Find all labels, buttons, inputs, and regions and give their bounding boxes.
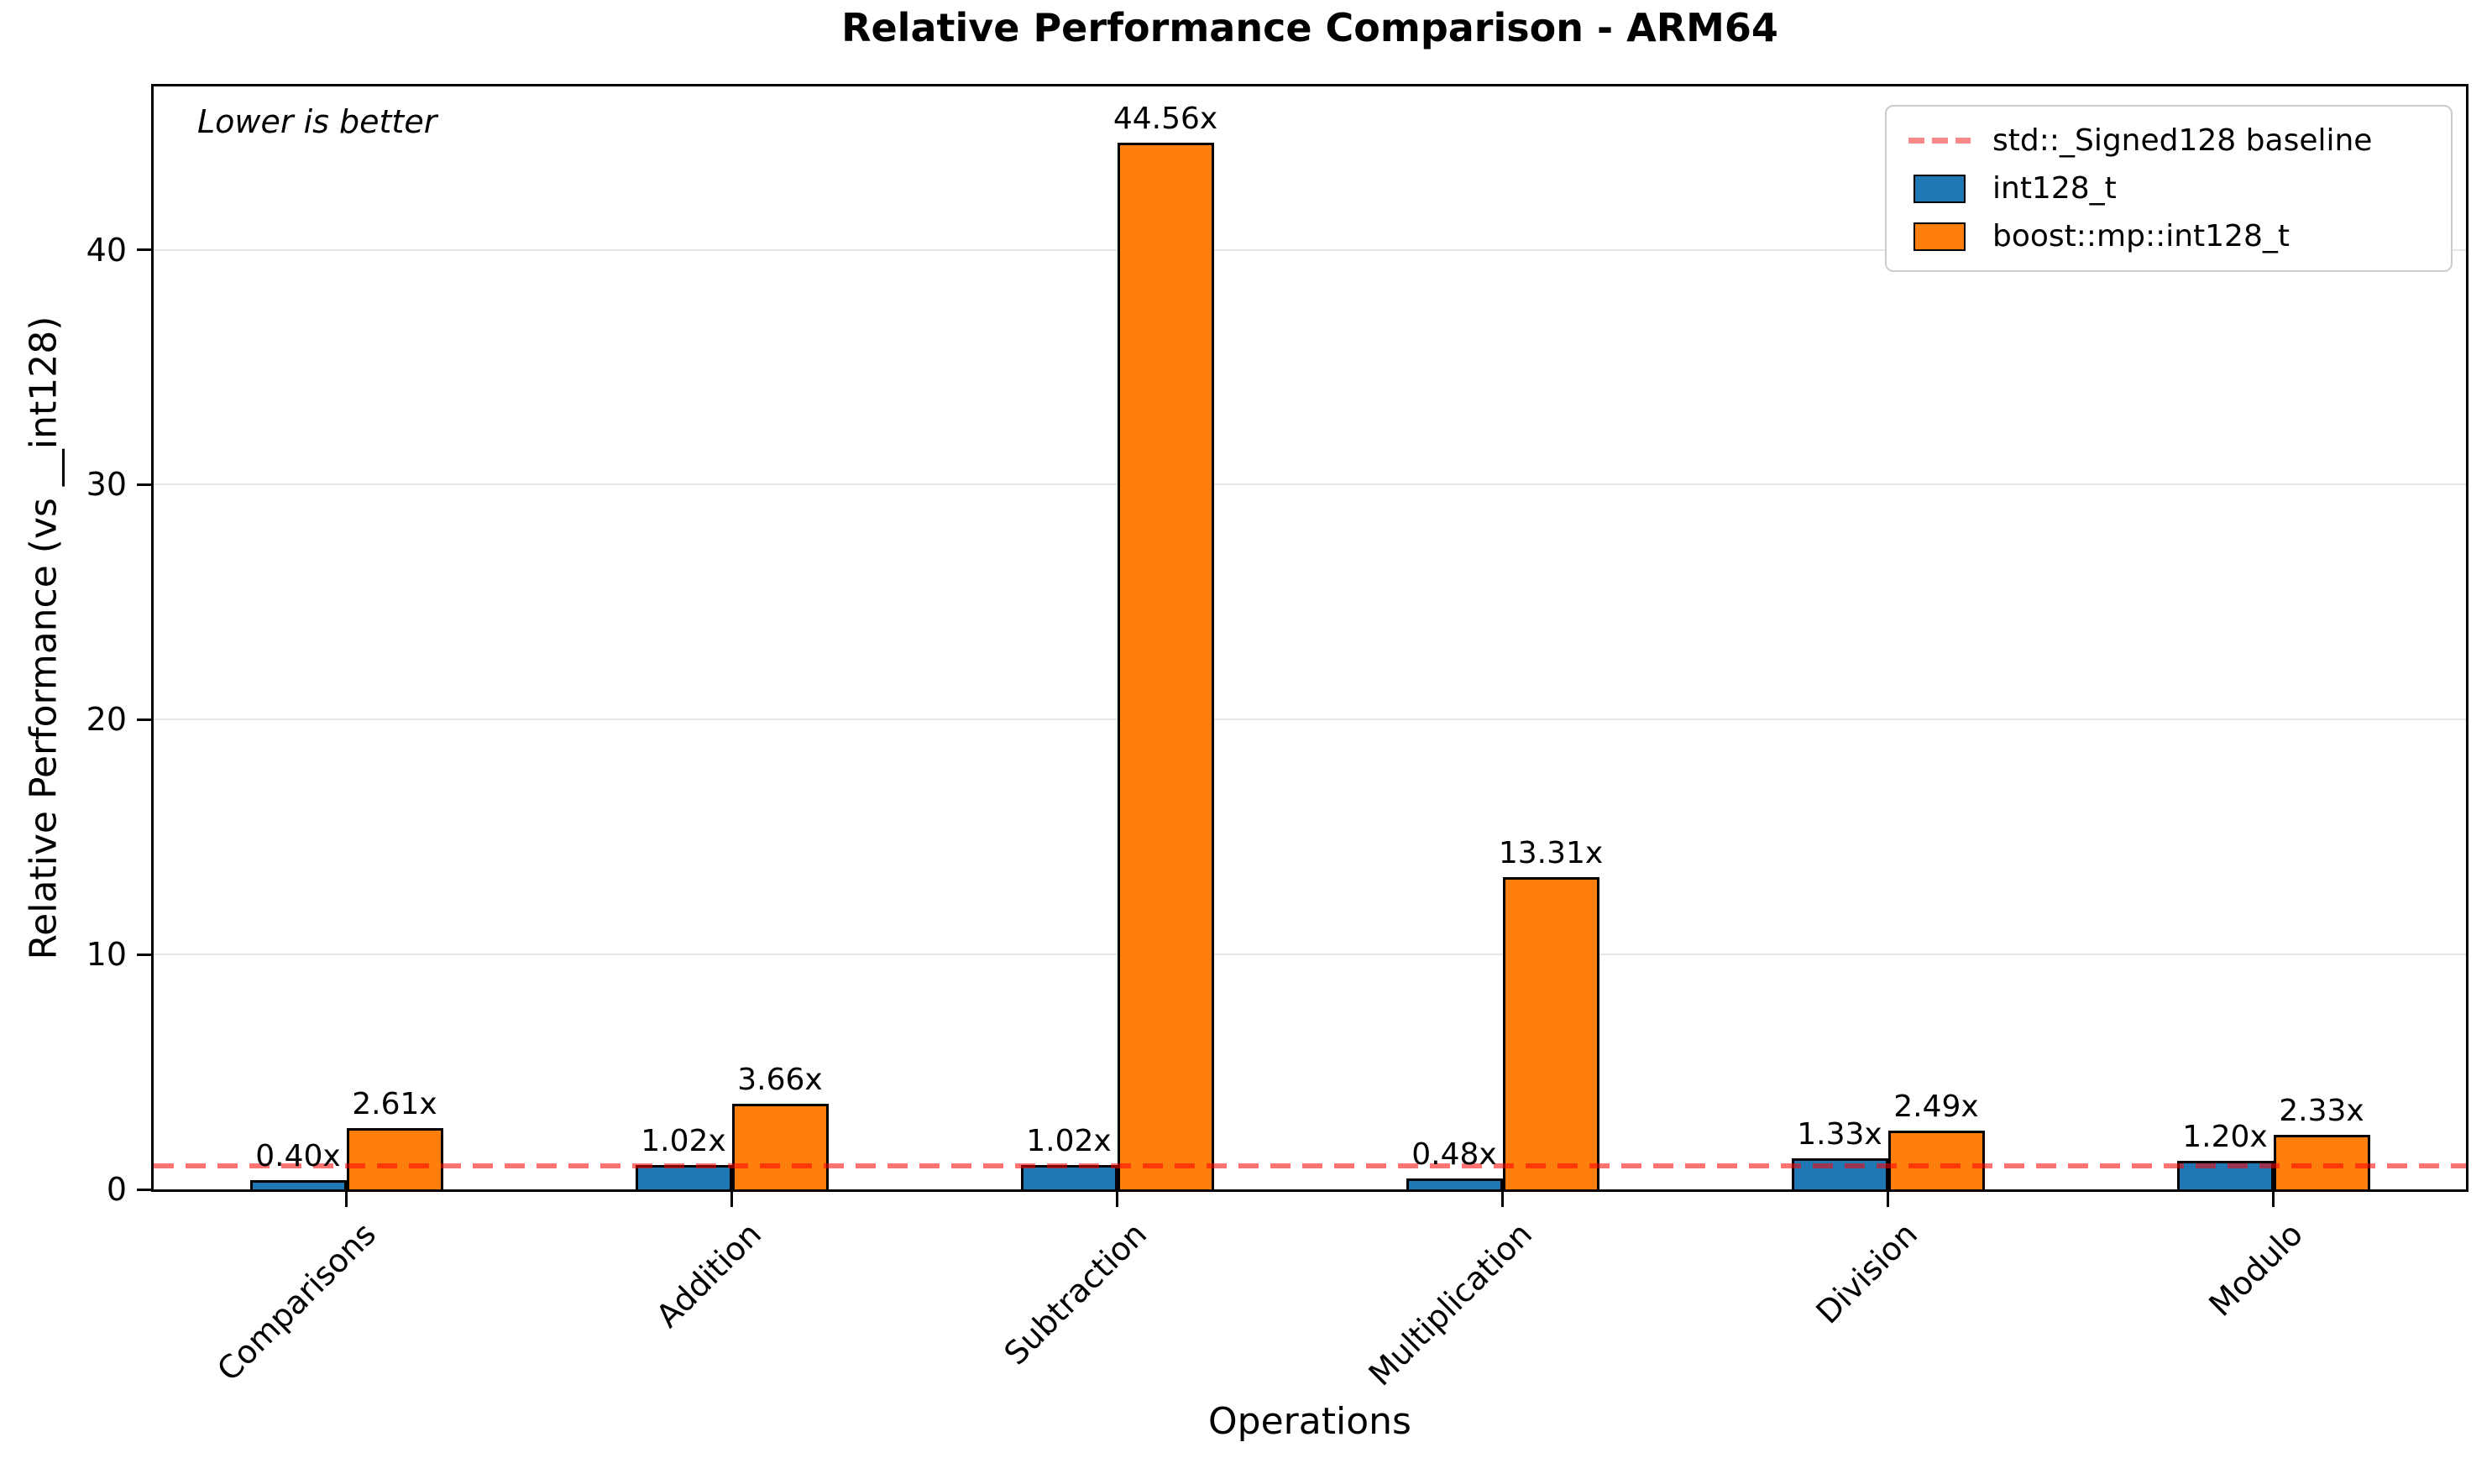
y-tick-mark <box>137 1188 151 1191</box>
legend-patch-swatch-blue <box>1908 174 1971 203</box>
y-axis-label: Relative Performance (vs __int128) <box>22 316 65 960</box>
legend-label: std::_Signed128 baseline <box>1992 123 2373 158</box>
y-tick-mark <box>137 718 151 721</box>
bar-value-label: 13.31x <box>1498 835 1604 870</box>
legend: std::_Signed128 baseline int128_t boost:… <box>1885 105 2453 272</box>
x-tick-label-addition: Addition <box>648 1215 768 1335</box>
bar-boost-mp-int128-t-subtraction <box>1117 142 1214 1189</box>
y-tick-mark <box>137 483 151 486</box>
legend-item-int128: int128_t <box>1908 171 2429 206</box>
x-tick-mark <box>1116 1192 1118 1207</box>
x-tick-label-division: Division <box>1809 1215 1924 1331</box>
x-tick-mark <box>2272 1192 2275 1207</box>
bar-boost-mp-int128-t-comparisons <box>346 1127 443 1189</box>
legend-label: boost::mp::int128_t <box>1992 219 2290 253</box>
gridline <box>154 248 2466 251</box>
x-tick-label-multiplication: Multiplication <box>1361 1215 1539 1393</box>
gridline <box>154 718 2466 721</box>
bar-boost-mp-int128-t-multiplication <box>1502 876 1599 1189</box>
bar-value-label: 1.02x <box>1026 1124 1112 1159</box>
y-tick-mark <box>137 953 151 956</box>
x-tick-mark <box>1887 1192 1889 1207</box>
bar-int128-t-comparisons <box>249 1179 347 1189</box>
gridline <box>154 954 2466 956</box>
legend-dash-swatch <box>1908 138 1971 144</box>
plot-area: 0.40x 2.61x 1.02x 3.66x 1.02x 44.56x 0.48x 13.3… <box>151 84 2468 1192</box>
bar-boost-mp-int128-t-modulo <box>2273 1134 2370 1189</box>
chart-title: Relative Performance Comparison - ARM64 <box>841 5 1778 50</box>
bar-boost-mp-int128-t-division <box>1887 1131 1985 1189</box>
bar-value-label: 2.33x <box>2279 1093 2364 1128</box>
bar-value-label: 2.61x <box>352 1086 437 1121</box>
bar-value-label: 2.49x <box>1893 1089 1979 1125</box>
bar-value-label: 0.48x <box>1411 1137 1497 1172</box>
x-tick-mark <box>730 1192 733 1207</box>
legend-label: int128_t <box>1992 171 2117 206</box>
gridline <box>154 483 2466 486</box>
bar-value-label: 44.56x <box>1112 101 1218 136</box>
bar-int128-t-subtraction <box>1020 1165 1118 1189</box>
x-tick-label-subtraction: Subtraction <box>997 1215 1154 1372</box>
legend-patch-swatch-orange <box>1908 222 1971 251</box>
x-axis-label: Operations <box>1208 1400 1411 1443</box>
bar-value-label: 1.33x <box>1797 1116 1882 1152</box>
x-tick-mark <box>1501 1192 1504 1207</box>
y-tick-mark <box>137 248 151 251</box>
bar-int128-t-division <box>1791 1157 1888 1189</box>
bar-int128-t-multiplication <box>1406 1178 1503 1189</box>
bar-value-label: 1.20x <box>2182 1120 2268 1155</box>
y-tick-label: 30 <box>86 466 127 504</box>
bar-boost-mp-int128-t-addition <box>731 1103 829 1189</box>
x-tick-label-modulo: Modulo <box>2201 1215 2310 1324</box>
bar-value-label: 0.40x <box>255 1138 341 1173</box>
legend-item-boost: boost::mp::int128_t <box>1908 219 2429 253</box>
annotation-lower-is-better: Lower is better <box>197 103 437 140</box>
legend-item-baseline: std::_Signed128 baseline <box>1908 123 2429 158</box>
y-tick-label: 10 <box>86 936 127 974</box>
y-tick-label: 20 <box>86 701 127 739</box>
bar-value-label: 1.02x <box>641 1124 726 1159</box>
y-tick-label: 40 <box>86 231 127 269</box>
bar-value-label: 3.66x <box>737 1062 823 1097</box>
x-tick-label-comparisons: Comparisons <box>209 1215 383 1389</box>
bar-int128-t-addition <box>635 1165 732 1189</box>
x-tick-mark <box>345 1192 348 1207</box>
baseline-dashed-line <box>154 1163 2466 1169</box>
y-tick-label: 0 <box>106 1171 127 1208</box>
